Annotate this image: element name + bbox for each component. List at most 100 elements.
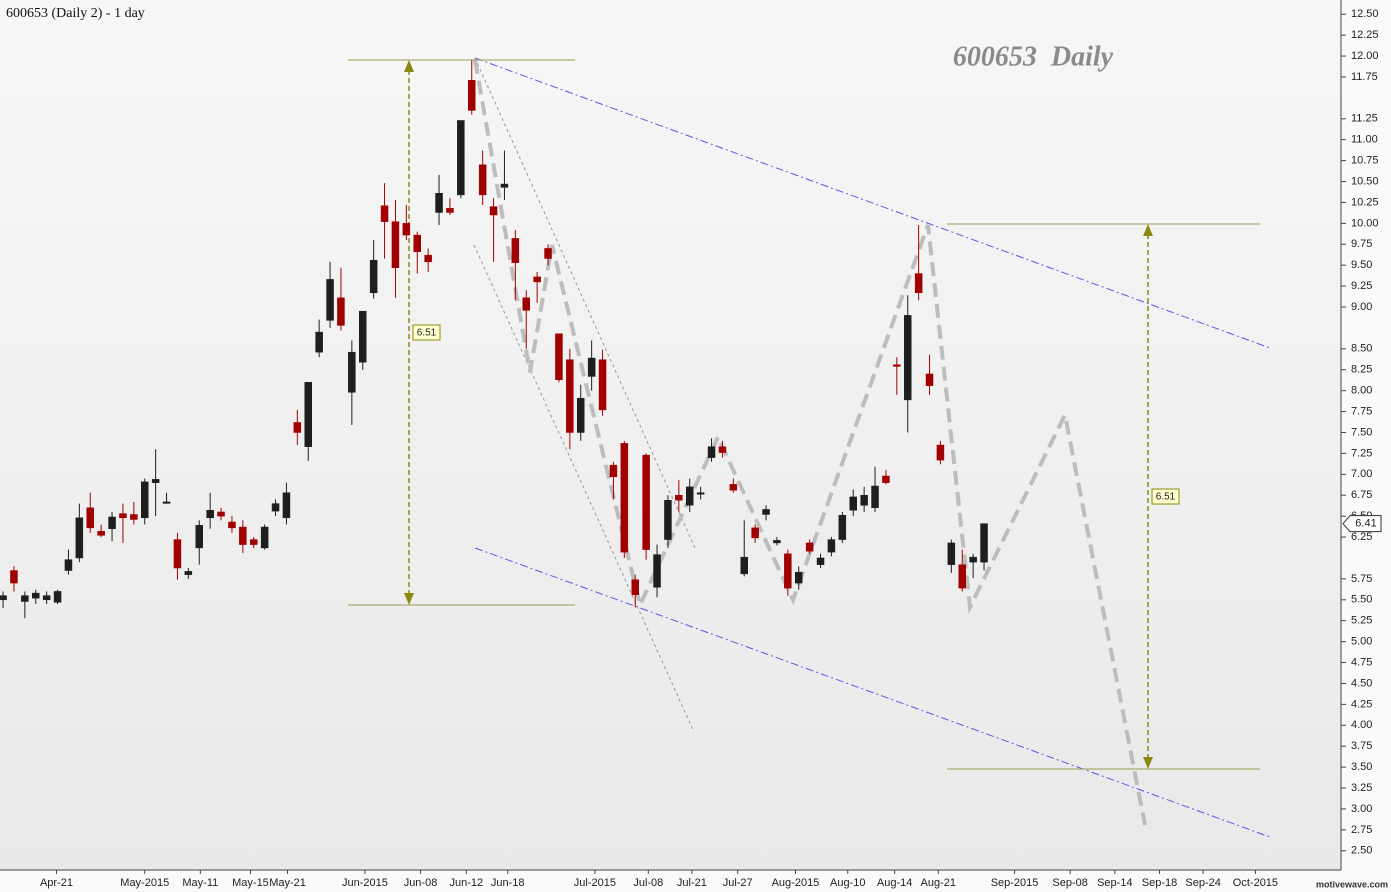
measure-label: 6.51 [1156, 492, 1176, 503]
candle-body [653, 554, 661, 588]
candle-body [980, 523, 988, 563]
candle-body [511, 238, 520, 263]
candle-body [304, 382, 312, 447]
price-axis-background [1341, 0, 1391, 892]
y-tick-label: 3.75 [1351, 740, 1372, 752]
candle-body [239, 526, 247, 545]
candle-body [478, 164, 487, 196]
candle-body [751, 527, 759, 539]
watermark: 600653 Daily [953, 41, 1114, 72]
arrow-head [404, 593, 414, 605]
candle-body [838, 515, 847, 540]
y-tick-label: 3.50 [1351, 761, 1372, 773]
candle-body [609, 464, 618, 478]
candle-body [64, 559, 73, 571]
candle-body [620, 443, 629, 553]
candle-body [21, 595, 29, 602]
candle-body [271, 503, 280, 512]
candle-body [457, 120, 465, 196]
arrow-head [1143, 757, 1153, 769]
x-tick-label: Jul-2015 [574, 877, 616, 889]
candle-body [696, 492, 705, 495]
y-tick-label: 5.00 [1351, 636, 1372, 648]
candle-body [598, 359, 607, 411]
candle-body [871, 485, 879, 509]
x-tick-label: Aug-14 [877, 877, 912, 889]
channel-line [473, 244, 695, 733]
candle-body [140, 481, 149, 519]
x-tick-label: Sep-14 [1097, 877, 1132, 889]
candle-body [740, 556, 748, 575]
candle-body [522, 297, 530, 311]
y-tick-label: 7.00 [1351, 468, 1372, 480]
y-tick-label: 3.00 [1351, 803, 1372, 815]
candle-body [130, 514, 138, 520]
candle-body [489, 206, 498, 216]
candle-body [402, 223, 411, 236]
candle-body [119, 513, 127, 519]
candle-body [228, 521, 236, 529]
y-tick-label: 10.50 [1351, 175, 1379, 187]
x-tick-label: Jun-18 [491, 877, 525, 889]
x-tick-label: May-15 [232, 877, 269, 889]
last-price-marker [1342, 515, 1382, 533]
candle-body [707, 446, 716, 458]
trend-line [474, 547, 1271, 838]
y-tick-label: 6.75 [1351, 489, 1372, 501]
y-tick-label: 5.75 [1351, 573, 1372, 585]
x-tick-label: Jun-08 [404, 877, 438, 889]
y-tick-label: 10.00 [1351, 217, 1379, 229]
candle-body [587, 357, 596, 377]
y-tick-label: 8.50 [1351, 343, 1372, 355]
y-tick-label: 7.25 [1351, 447, 1372, 459]
trend-line [474, 57, 1271, 349]
candle-body [675, 494, 683, 501]
candle-body [391, 221, 400, 268]
candle-body [718, 446, 727, 453]
candle-body [10, 570, 18, 584]
candle-body [75, 517, 84, 559]
candle-body [827, 539, 836, 553]
candle-body [348, 351, 356, 393]
candle-body [631, 579, 639, 596]
y-tick-label: 3.25 [1351, 782, 1372, 794]
candle-body [86, 507, 95, 529]
candle-body [969, 556, 977, 563]
y-tick-label: 4.00 [1351, 719, 1372, 731]
y-tick-label: 11.00 [1351, 134, 1378, 146]
y-tick-label: 8.25 [1351, 364, 1372, 376]
candle-body [293, 422, 302, 433]
measure-label: 6.51 [417, 328, 437, 339]
candle-body [326, 279, 334, 321]
candle-body [544, 248, 552, 259]
candle-body [958, 564, 966, 589]
y-tick-label: 7.75 [1351, 405, 1372, 417]
x-tick-label: Jun-12 [449, 877, 483, 889]
candle-body [664, 500, 672, 540]
candles [0, 60, 988, 619]
y-tick-label: 9.50 [1351, 259, 1372, 271]
candle-body [435, 192, 443, 213]
candle-body [151, 479, 160, 483]
y-tick-label: 2.50 [1351, 845, 1372, 857]
candle-body [53, 591, 62, 603]
candle-body [173, 539, 182, 569]
candle-body [206, 510, 214, 519]
candle-body [32, 592, 40, 599]
candle-body [914, 273, 923, 294]
y-tick-label: 7.50 [1351, 426, 1372, 438]
arrow-head [404, 60, 414, 72]
y-tick-label: 10.75 [1351, 155, 1379, 167]
candle-body [337, 297, 345, 326]
candle-body [566, 359, 574, 433]
candle-body [576, 397, 585, 433]
candle-body [893, 364, 901, 367]
candle-body [184, 571, 193, 575]
y-tick-label: 4.25 [1351, 698, 1372, 710]
candle-body [729, 484, 738, 491]
candle-body [805, 542, 814, 552]
x-tick-label: Jul-21 [677, 877, 707, 889]
x-tick-label: May-21 [269, 877, 306, 889]
x-tick-label: Apr-21 [40, 877, 73, 889]
candle-body [903, 315, 912, 401]
